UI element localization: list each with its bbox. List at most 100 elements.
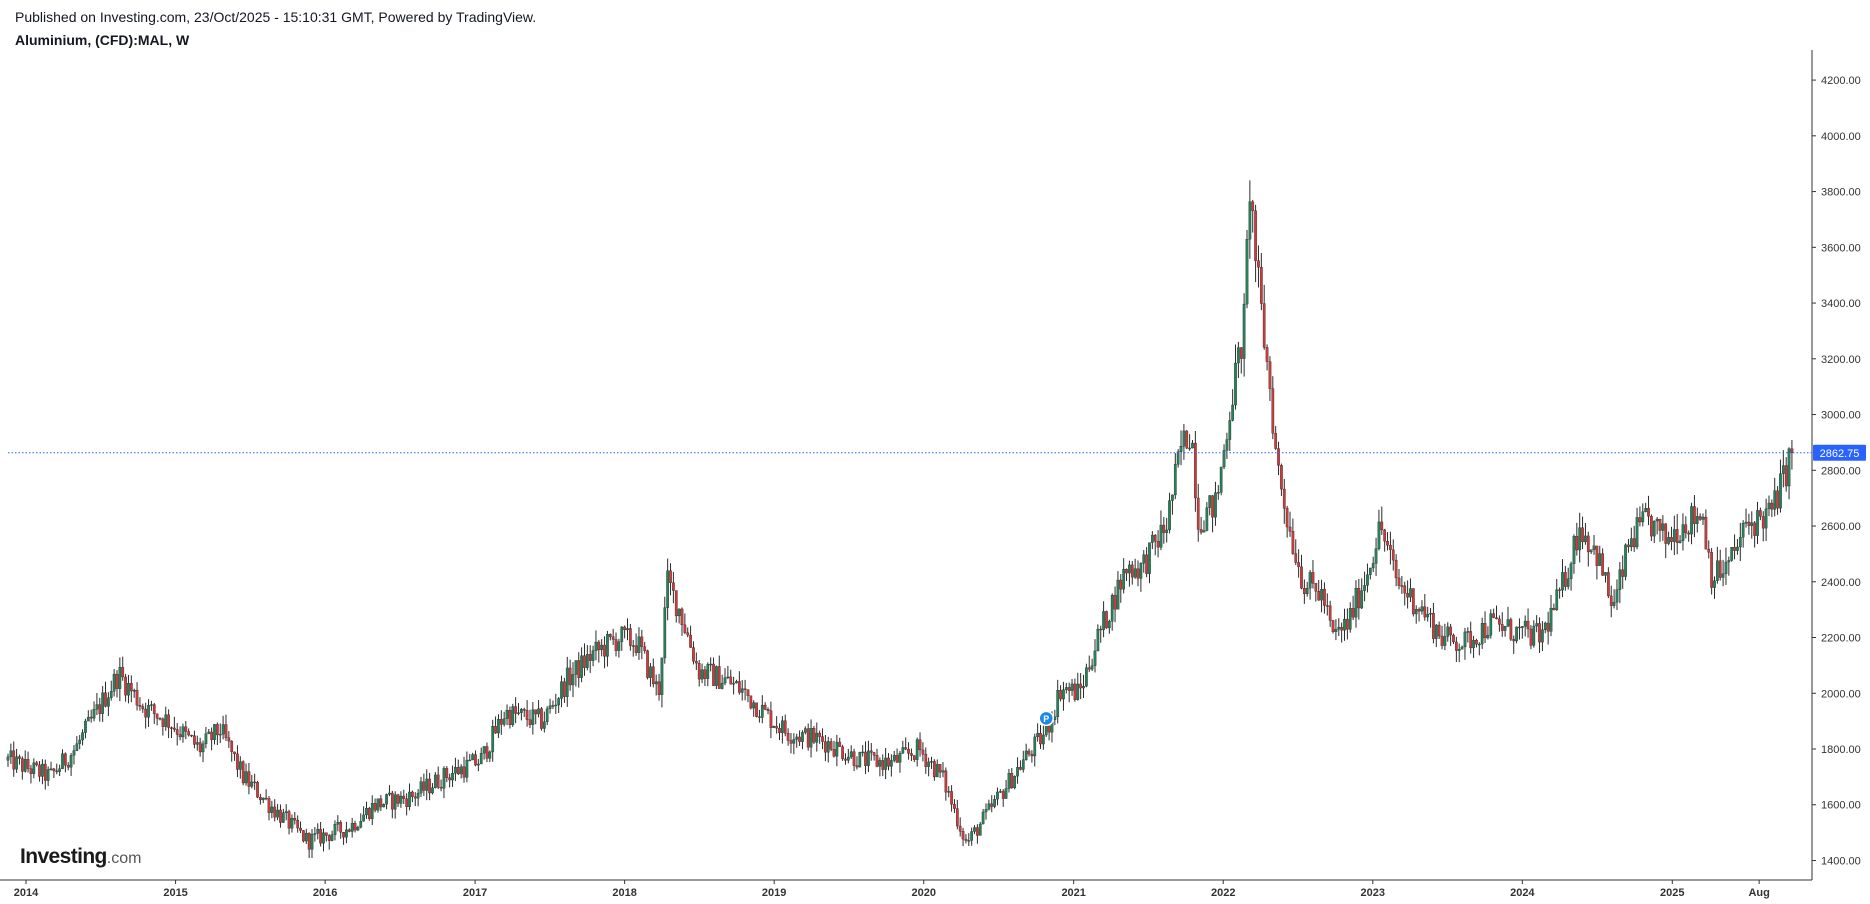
candle-body [1113,595,1117,610]
candle-body [1624,544,1627,577]
candle-body [1107,621,1111,629]
candle-body [1191,442,1194,449]
candle-body [15,756,18,770]
candle-body [287,811,291,829]
candle-body [861,751,865,754]
candle-body [703,669,707,679]
candle-body [947,791,951,793]
candle-body [250,781,254,787]
candle-body [1721,573,1725,578]
candle-body [161,718,165,727]
candle-body [405,798,409,807]
candle-body [1371,563,1375,569]
candle-body [201,743,205,753]
candle-body [124,676,127,696]
candle-body [376,798,380,811]
candle-body [1162,524,1166,533]
candle-body [1354,588,1358,618]
candle-body [1738,537,1742,548]
candle-body [382,804,386,808]
candle-body [1543,622,1547,630]
candle-body [775,726,778,729]
candle-body [1443,636,1447,646]
candle-body [1607,572,1610,597]
candle-body [1142,554,1146,564]
candle-body [961,831,965,840]
candle-body [1004,788,1008,799]
candle-body [623,626,626,631]
candle-body [132,690,136,692]
candle-body [600,644,604,651]
candle-body [844,758,847,761]
candle-body [1750,522,1754,526]
candle-body [1128,564,1131,574]
candle-body [1171,494,1174,501]
candle-body [1423,606,1427,618]
candle-body [1150,534,1154,543]
candle-body [1222,450,1226,468]
candle-body [1196,497,1200,530]
candle-body [1437,624,1441,637]
candle-body [1744,521,1748,524]
candle-body [150,704,153,706]
candle-body [433,774,437,788]
candle-body [1325,605,1329,607]
candle-body [393,794,397,810]
candle-body [1044,725,1048,736]
candle-body [261,797,265,801]
candle-body [276,809,279,818]
candle-body [898,753,902,763]
candle-body [411,791,414,797]
candle-body [955,808,959,827]
candle-body [1368,567,1372,575]
candle-body [1033,736,1037,757]
candle-body [706,664,710,679]
candle-body [1062,689,1065,700]
candle-body [801,732,804,742]
candle-body [1495,617,1498,620]
candle-body [941,770,945,773]
candle-body [1718,560,1722,578]
candle-body [738,681,741,693]
candle-body [1667,537,1670,544]
candle-body [144,708,148,718]
candle-body [95,704,99,710]
candle-body [198,742,202,753]
candle-body [1300,566,1303,589]
candle-body [187,731,191,736]
candle-body [422,781,426,791]
candle-body [1320,588,1323,601]
candle-body [1727,560,1731,563]
candle-body [629,628,632,646]
candle-body [1242,303,1246,359]
candle-body [175,729,179,735]
candle-body [1701,516,1705,520]
candle-body [241,761,245,784]
candle-body [904,747,908,750]
candle-body [1001,791,1005,799]
candle-body [1526,620,1530,630]
candle-body [729,676,733,685]
candle-body [1655,518,1659,522]
candle-body [1644,508,1648,512]
candle-body [1042,734,1045,745]
candle-body [253,781,257,784]
candle-body [1351,608,1355,618]
candle-body [1420,606,1424,612]
y-tick-label: 3000.00 [1821,410,1861,422]
candle-body [89,716,93,719]
candle-body [1601,553,1604,576]
candle-body [872,752,876,756]
candle-body [1764,508,1768,529]
candle-body [560,681,563,699]
candle-body [247,771,251,787]
candle-body [1595,545,1599,566]
x-tick-label: 2018 [612,887,636,899]
candle-body [1202,530,1206,533]
candle-body [680,608,684,626]
candle-body [35,762,39,766]
candle-body [471,754,474,761]
symbol-title: Aluminium, (CFD):MAL, W [15,32,190,48]
candle-body [1523,620,1527,627]
candle-body [1650,516,1653,537]
